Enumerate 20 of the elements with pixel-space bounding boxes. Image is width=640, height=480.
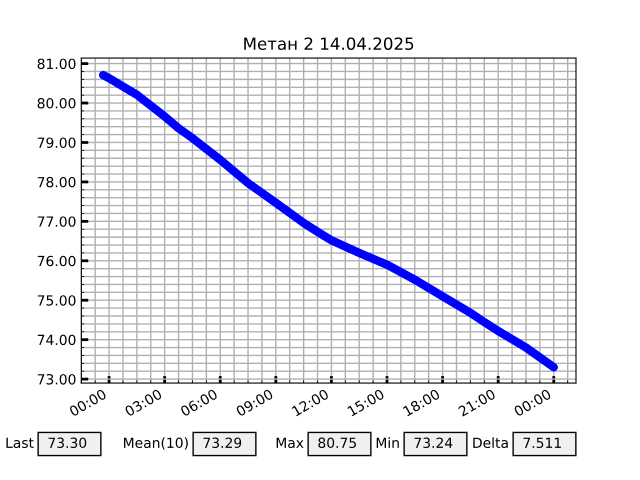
chart-title: Метан 2 14.04.2025 — [244, 37, 414, 50]
text: Max — [276, 438, 304, 448]
y-tick-label: 79.00 — [38, 137, 76, 148]
text: Mean(10) — [124, 437, 188, 450]
text: 73.29 — [204, 438, 242, 448]
text: 73.30 — [48, 438, 86, 448]
text: 7.511 — [524, 438, 561, 448]
text: Delta — [473, 437, 508, 448]
y-tick-label: 78.00 — [38, 176, 76, 188]
y-tick-label: 81.00 — [38, 58, 76, 70]
text: 73.24 — [414, 438, 452, 448]
y-tick-label: 75.00 — [38, 295, 76, 306]
y-tick-label: 74.00 — [38, 334, 76, 346]
y-tick-label: 76.00 — [38, 256, 76, 266]
y-tick-label: 77.00 — [38, 216, 76, 227]
text: Min — [376, 437, 399, 448]
y-tick-label: 73.00 — [38, 374, 76, 385]
y-tick-label: 80.00 — [38, 98, 76, 109]
text: Last — [6, 438, 34, 448]
text: 80.75 — [318, 438, 356, 448]
